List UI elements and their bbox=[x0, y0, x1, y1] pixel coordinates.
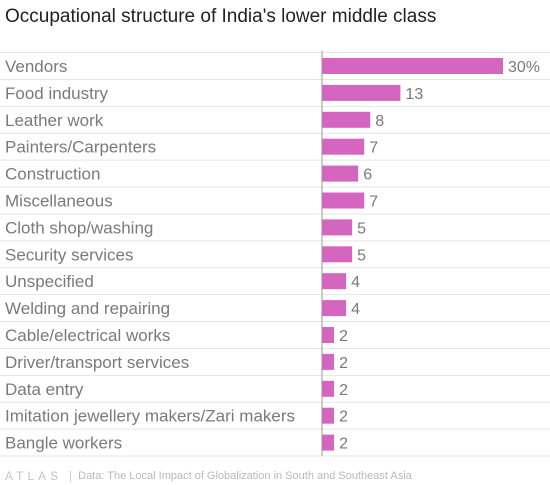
value-label: 30% bbox=[508, 59, 540, 76]
bar bbox=[322, 407, 335, 424]
bar bbox=[322, 138, 365, 155]
category-label: Miscellaneous bbox=[5, 192, 113, 211]
chart-title: Occupational structure of India's lower … bbox=[5, 6, 437, 27]
category-label: Leather work bbox=[5, 111, 104, 130]
value-label: 7 bbox=[369, 140, 378, 157]
bar bbox=[322, 246, 353, 263]
value-label: 2 bbox=[339, 382, 348, 399]
bar bbox=[322, 353, 335, 370]
value-label: 8 bbox=[375, 113, 384, 130]
value-label: 5 bbox=[357, 247, 366, 264]
bar bbox=[322, 380, 335, 397]
category-label: Imitation jewellery makers/Zari makers bbox=[5, 407, 295, 426]
value-label: 2 bbox=[339, 328, 348, 345]
bar bbox=[322, 192, 365, 209]
value-label: 4 bbox=[351, 274, 360, 291]
bar bbox=[322, 111, 371, 128]
category-label: Welding and repairing bbox=[5, 299, 170, 318]
category-label: Security services bbox=[5, 245, 133, 264]
bar bbox=[322, 165, 359, 182]
bar bbox=[322, 300, 347, 317]
bar bbox=[322, 327, 335, 343]
bar bbox=[322, 84, 401, 101]
source-note: Data: The Local Impact of Globalization … bbox=[78, 470, 412, 482]
value-label: 2 bbox=[339, 409, 348, 426]
category-label: Cable/electrical works bbox=[5, 326, 170, 345]
category-label: Bangle workers bbox=[5, 434, 122, 453]
value-label: 7 bbox=[369, 194, 378, 211]
category-label: Food industry bbox=[5, 84, 108, 103]
footer: ATLAS Data: The Local Impact of Globaliz… bbox=[5, 469, 412, 483]
value-label: 2 bbox=[339, 355, 348, 372]
footer-divider bbox=[70, 470, 72, 482]
bar bbox=[322, 58, 503, 74]
category-label: Unspecified bbox=[5, 272, 94, 291]
category-label: Painters/Carpenters bbox=[5, 138, 156, 157]
value-label: 5 bbox=[357, 220, 366, 237]
category-label: Cloth shop/washing bbox=[5, 218, 153, 237]
category-label: Data entry bbox=[5, 380, 84, 399]
value-label: 2 bbox=[339, 436, 348, 453]
category-label: Vendors bbox=[5, 57, 67, 76]
category-label: Driver/transport services bbox=[5, 353, 189, 372]
value-label: 4 bbox=[351, 301, 360, 318]
value-label: 6 bbox=[363, 167, 372, 184]
bar bbox=[322, 273, 347, 290]
bar bbox=[322, 434, 335, 451]
brand-logo[interactable]: ATLAS bbox=[5, 469, 63, 483]
value-label: 13 bbox=[405, 86, 423, 103]
category-label: Construction bbox=[5, 165, 100, 184]
bar bbox=[322, 219, 353, 236]
